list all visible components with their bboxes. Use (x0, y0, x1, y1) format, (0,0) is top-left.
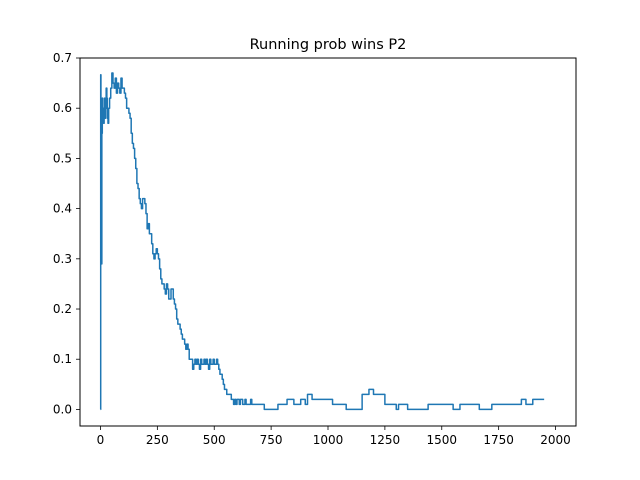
y-tick-label: 0.1 (53, 352, 72, 366)
y-tick-label: 0.3 (53, 252, 72, 266)
x-tick-label: 0 (97, 433, 105, 447)
chart-title: Running prob wins P2 (250, 37, 407, 53)
y-axis: 0.0 0.1 0.2 0.3 0.4 0.5 0.6 0.7 (53, 51, 80, 416)
y-tick-label: 0.5 (53, 151, 72, 165)
axes-frame (79, 57, 577, 427)
y-tick-label: 0.4 (53, 202, 72, 216)
x-tick-label: 1750 (483, 433, 514, 447)
x-tick-label: 750 (260, 433, 283, 447)
y-tick-label: 0.7 (53, 51, 72, 65)
y-tick-label: 0.0 (53, 402, 72, 416)
plot-area (99, 72, 545, 411)
y-tick-label: 0.2 (53, 302, 72, 316)
x-tick-label: 1000 (313, 433, 344, 447)
x-tick-label: 1500 (426, 433, 457, 447)
x-tick-label: 250 (146, 433, 169, 447)
x-tick-label: 500 (203, 433, 226, 447)
x-tick-label: 1250 (370, 433, 401, 447)
y-tick-label: 0.6 (53, 101, 72, 115)
x-axis: 0 250 500 750 1000 1250 1500 1750 2000 (97, 426, 571, 447)
series-line (99, 72, 545, 411)
x-tick-label: 2000 (540, 433, 571, 447)
